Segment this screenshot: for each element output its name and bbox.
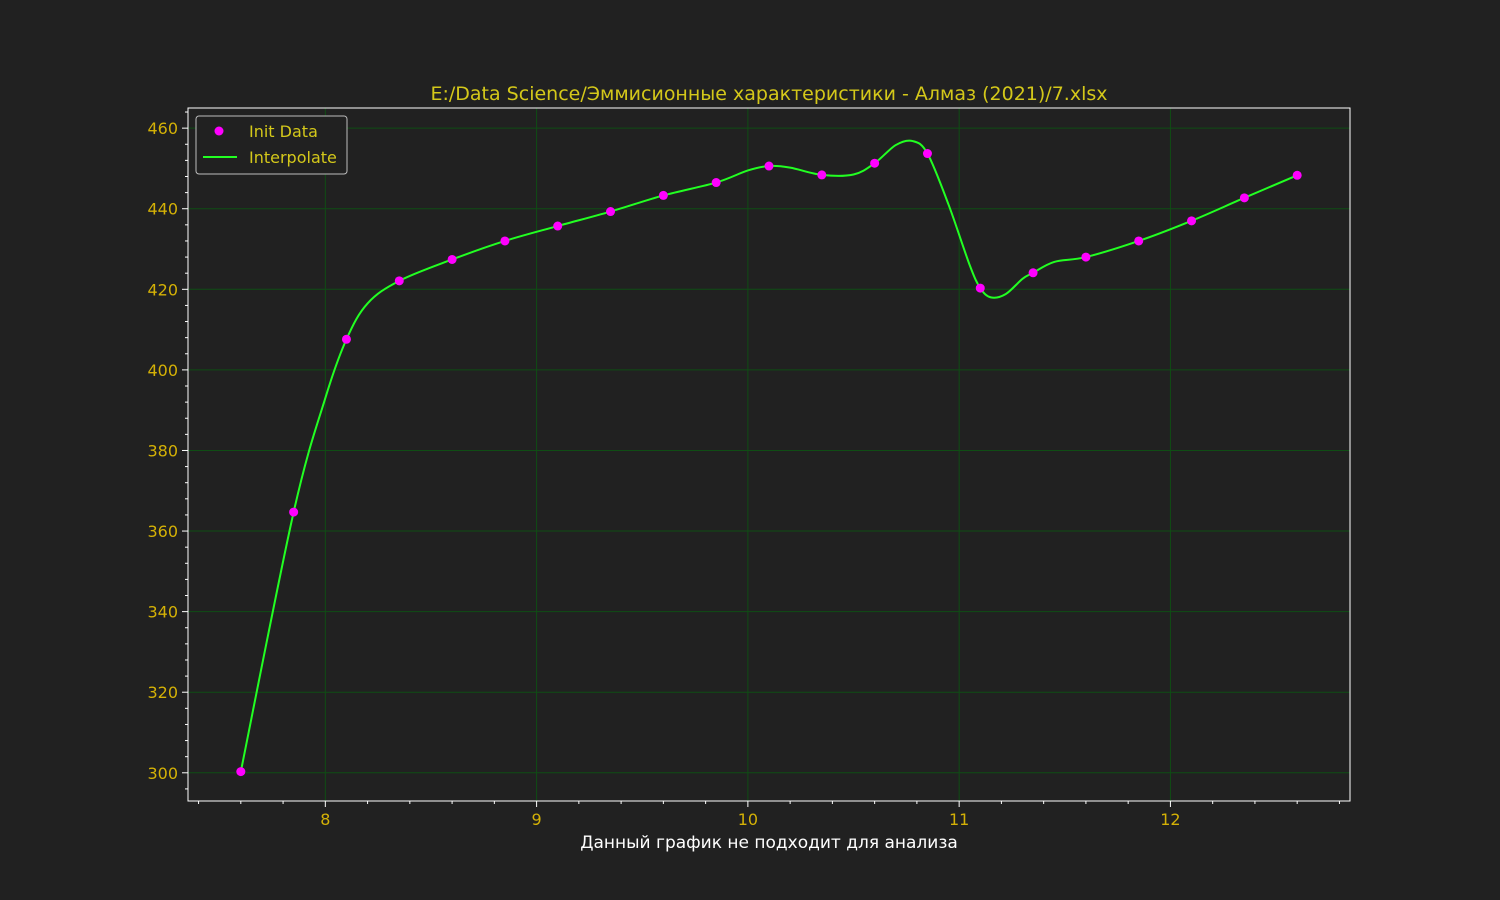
y-tick-label: 420 xyxy=(147,280,178,299)
init-data-point xyxy=(975,283,985,293)
y-tick-label: 460 xyxy=(147,119,178,138)
y-tick-label: 440 xyxy=(147,200,178,219)
init-data-point xyxy=(606,207,616,217)
y-tick-label: 360 xyxy=(147,522,178,541)
grid xyxy=(188,108,1350,801)
init-data-point xyxy=(1134,236,1144,246)
init-data-point xyxy=(447,254,457,264)
legend-label-interpolate: Interpolate xyxy=(249,148,337,167)
legend-label-init-data: Init Data xyxy=(249,122,318,141)
y-tick-label: 340 xyxy=(147,603,178,622)
init-data-point xyxy=(711,178,721,188)
interpolate-line xyxy=(239,139,1298,772)
x-tick-label: 10 xyxy=(738,810,758,829)
init-data-point xyxy=(394,276,404,286)
init-data-point xyxy=(658,190,668,200)
x-axis-label: Данный график не подходит для анализа xyxy=(580,833,958,853)
init-data-point xyxy=(1028,268,1038,278)
x-tick-label: 9 xyxy=(532,810,542,829)
y-tick-label: 300 xyxy=(147,764,178,783)
plot-area xyxy=(236,139,1302,777)
x-tick-label: 12 xyxy=(1160,810,1180,829)
init-data-point xyxy=(1239,193,1249,203)
init-data-point xyxy=(553,221,563,231)
init-data-point xyxy=(817,170,827,180)
x-tick-label: 11 xyxy=(949,810,969,829)
legend-marker-init-data xyxy=(214,126,224,136)
chart-title: E:/Data Science/Эммисионные характеристи… xyxy=(430,83,1107,105)
init-data-point xyxy=(870,158,880,168)
init-data-point xyxy=(289,507,299,517)
init-data-point xyxy=(500,236,510,246)
x-tick-label: 8 xyxy=(320,810,330,829)
legend-frame xyxy=(195,115,348,175)
init-data-point xyxy=(922,149,932,159)
init-data-point xyxy=(1187,216,1197,226)
legend: Init Data Interpolate xyxy=(195,115,348,175)
axes-frame xyxy=(187,107,1351,802)
init-data-point xyxy=(341,334,351,344)
y-tick-label: 400 xyxy=(147,361,178,380)
init-data-point xyxy=(1292,170,1302,180)
init-data-point xyxy=(236,767,246,777)
init-data-point xyxy=(764,161,774,171)
y-tick-label: 380 xyxy=(147,441,178,460)
init-data-point xyxy=(1081,252,1091,262)
axis-ticks: 8 9 10 11 12 300 320 340 360 380 400 420 440 460 xyxy=(147,111,1340,829)
y-tick-label: 320 xyxy=(147,683,178,702)
